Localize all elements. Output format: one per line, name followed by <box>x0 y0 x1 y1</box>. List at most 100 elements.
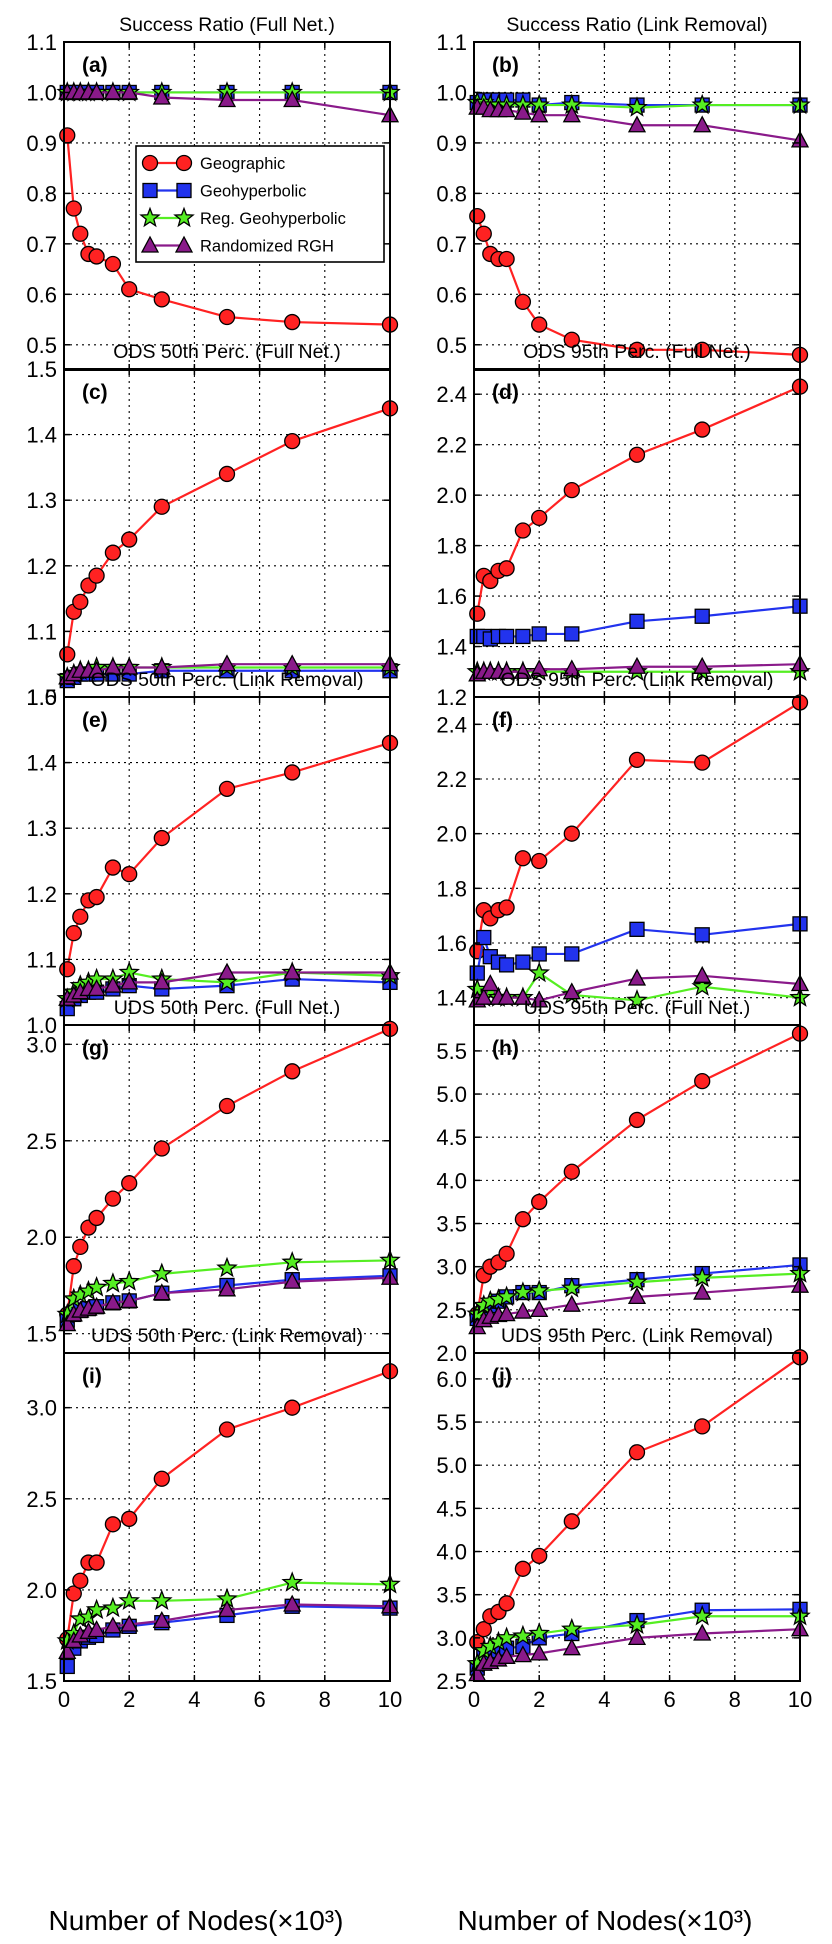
data-point <box>497 661 516 679</box>
y-tick-label: 0.6 <box>26 282 57 307</box>
data-point <box>514 1211 532 1228</box>
x-tick-label: 10 <box>788 1687 812 1712</box>
data-point <box>694 754 711 771</box>
series-randomized-rgh <box>58 1267 400 1332</box>
data-point <box>153 1470 170 1487</box>
series-randomized-rgh <box>58 82 400 123</box>
data-point <box>59 1658 75 1675</box>
y-tick-label: 0.7 <box>26 232 57 257</box>
chart-title: Success Ratio (Full Net.) <box>119 14 335 36</box>
legend-entry-geographic: Geographic <box>200 155 285 173</box>
data-point <box>217 1600 237 1618</box>
data-point <box>152 1283 171 1301</box>
y-tick-label: 3.5 <box>436 1583 467 1608</box>
data-point <box>65 200 82 217</box>
data-point <box>88 248 105 265</box>
data-point <box>475 225 492 242</box>
x-tick-label: 4 <box>188 1687 200 1712</box>
data-point <box>498 250 515 268</box>
y-tick-label: 3.0 <box>436 1626 467 1651</box>
chart-panel-a: Success Ratio (Full Net.) 0.5 0.6 0.7 0.8 0.9… <box>26 14 401 371</box>
data-point <box>88 1209 105 1227</box>
data-point <box>498 957 515 973</box>
legend-entry-reg-geohyperbolic: Reg. Geohyperbolic <box>200 210 346 228</box>
x-tick-label: 2 <box>123 1687 135 1712</box>
chart-panel-h: UDS 95th Perc. (Full Net.) 2.0 2.5 3.0 3.5 4.… <box>436 997 811 1366</box>
legend: Geographic Geohyperbolic Reg. Geohyperboli… <box>135 145 385 263</box>
data-point <box>513 1645 532 1663</box>
y-tick-label: 1.4 <box>436 635 467 660</box>
panel-label: (c) <box>82 381 108 404</box>
data-point <box>628 446 646 463</box>
data-point <box>218 465 236 483</box>
x-tick-label: 2 <box>533 1687 545 1712</box>
data-point <box>87 1620 106 1638</box>
y-tick-label: 1.1 <box>26 30 57 55</box>
data-point <box>691 93 714 115</box>
data-point <box>498 899 515 916</box>
panel-label: (j) <box>492 1365 512 1388</box>
panel-label: (e) <box>82 709 108 732</box>
data-point <box>531 509 548 527</box>
y-tick-label: 0.5 <box>436 333 467 358</box>
data-point <box>284 1399 301 1416</box>
data-point <box>72 1572 89 1589</box>
data-point <box>564 626 580 642</box>
data-point <box>152 972 171 990</box>
data-point <box>694 927 710 943</box>
data-point <box>474 987 493 1005</box>
y-tick-label: 2.5 <box>26 1129 57 1154</box>
chart-panel-e: ODS 50th Perc. (Link Removal) 1.0 1.1 1.2 1.… <box>26 669 401 1038</box>
chart-panel-b: Success Ratio (Link Removal) 0.5 0.6 0.7 0.8… <box>436 14 811 371</box>
data-point <box>120 82 139 100</box>
data-point <box>528 1622 551 1643</box>
x-tick-label: 8 <box>319 1687 331 1712</box>
data-point <box>531 626 547 642</box>
y-tick-label: 1.8 <box>436 876 467 901</box>
data-point <box>103 1292 122 1310</box>
data-point <box>102 1272 124 1293</box>
data-point <box>72 593 89 611</box>
y-tick-label: 1.4 <box>26 751 57 776</box>
data-point <box>629 921 645 937</box>
data-point <box>121 531 138 548</box>
y-tick-label: 1.5 <box>26 1669 57 1694</box>
data-point <box>121 1175 138 1192</box>
data-point <box>513 987 532 1005</box>
data-point <box>118 1270 141 1291</box>
data-point <box>626 96 648 117</box>
data-point <box>563 331 580 348</box>
series-geographic <box>469 694 809 960</box>
data-point <box>497 1646 516 1664</box>
data-point <box>216 1256 238 1278</box>
data-point <box>694 1072 711 1090</box>
data-point <box>498 1245 515 1262</box>
data-point <box>103 82 122 100</box>
series-geographic <box>59 400 399 663</box>
panels: Success Ratio (Full Net.) 0.5 0.6 0.7 0.8 0.9… <box>26 14 812 1712</box>
series-geohyperbolic <box>469 916 808 981</box>
legend-marker <box>176 182 192 199</box>
y-tick-label: 0.5 <box>26 333 57 358</box>
chart-title: UDS 95th Perc. (Full Net.) <box>524 997 750 1019</box>
data-point <box>694 608 710 624</box>
chart-panel-g: UDS 50th Perc. (Full Net.) 1.5 2.0 2.5 3.0 (g… <box>26 997 401 1354</box>
data-point <box>562 105 581 123</box>
data-point <box>153 498 170 515</box>
data-point <box>498 560 515 577</box>
data-point <box>626 1270 648 1292</box>
data-point <box>218 1421 236 1438</box>
data-point <box>217 962 237 980</box>
y-tick-label: 1.3 <box>26 816 57 841</box>
data-point <box>495 1285 518 1307</box>
data-point <box>515 628 531 645</box>
x-tick-label: 8 <box>729 1687 741 1712</box>
y-tick-label: 1.6 <box>436 931 467 956</box>
y-tick-label: 2.5 <box>436 1669 467 1694</box>
data-point <box>629 613 645 629</box>
data-point <box>469 965 485 981</box>
data-point <box>283 90 302 108</box>
data-point <box>627 1627 647 1645</box>
data-point <box>563 481 580 499</box>
data-point <box>152 657 171 675</box>
